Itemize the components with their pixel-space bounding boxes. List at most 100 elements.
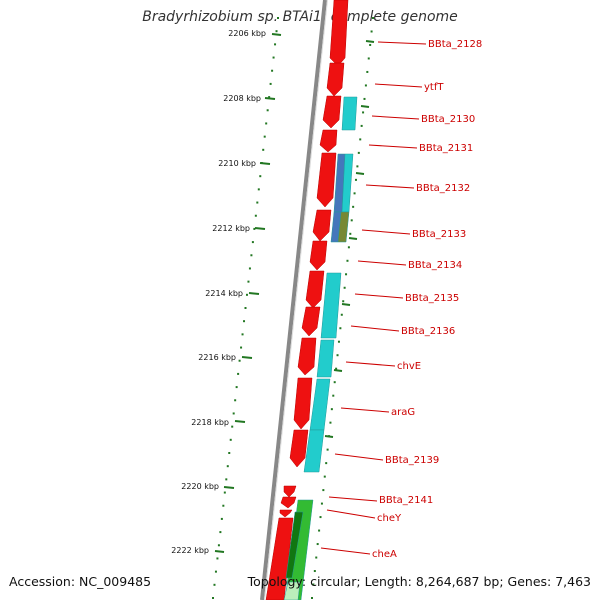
scale-dot xyxy=(353,192,356,195)
scale-dot xyxy=(271,69,274,72)
scale-dot xyxy=(362,111,365,114)
scale-dot xyxy=(372,17,374,19)
cog-feature xyxy=(337,211,350,243)
gene-label: BBta_2128 xyxy=(428,39,482,50)
scale-dot xyxy=(347,246,350,249)
cds-feature xyxy=(309,240,328,271)
scale-dot xyxy=(325,462,328,465)
cds-feature xyxy=(297,337,317,376)
scale-dot xyxy=(318,529,321,532)
tick-label: 2210 kbp xyxy=(218,159,256,168)
tick-labels: 2206 kbp 2208 kbp 2210 kbp 2212 kbp 2214… xyxy=(171,29,266,555)
tick-mark xyxy=(360,105,370,108)
map-title: Bradyrhizobium sp. BTAi1, complete genom… xyxy=(142,9,458,25)
scale-dot xyxy=(320,502,323,505)
scale-dot xyxy=(240,346,243,349)
tick-label: 2212 kbp xyxy=(212,224,250,233)
leader-line xyxy=(334,453,384,461)
tick-mark xyxy=(333,369,343,372)
scale-dot xyxy=(360,124,363,127)
tick-label: 2222 kbp xyxy=(171,546,209,555)
scale-dot xyxy=(222,504,225,507)
tick-mark xyxy=(248,292,260,295)
scale-dot xyxy=(343,286,346,289)
cog-track xyxy=(283,96,358,600)
cds-feature xyxy=(305,270,325,309)
scale-dot xyxy=(241,333,244,336)
scale-dot xyxy=(229,438,232,441)
leader-line xyxy=(320,547,371,555)
tick-mark xyxy=(341,303,351,306)
scale-dot xyxy=(214,570,217,573)
tick-mark xyxy=(348,237,358,240)
cds-feature xyxy=(265,517,294,600)
gene-label: cheY xyxy=(377,513,402,524)
forward-strand-cds xyxy=(265,0,349,600)
scale-dot xyxy=(329,421,332,424)
cog-feature xyxy=(303,429,325,473)
scale-dot xyxy=(339,327,342,330)
scale-dot xyxy=(237,372,240,375)
gene-labels: BBta_2128 ytfT BBta_2130 BBta_2131 BBta_… xyxy=(372,39,482,560)
scale-dot xyxy=(356,165,359,168)
scale-dot xyxy=(257,188,260,191)
cds-feature xyxy=(326,62,345,97)
scale-dot xyxy=(340,313,343,316)
scale-dot xyxy=(337,340,340,343)
cds-feature xyxy=(312,209,332,242)
cds-feature xyxy=(322,95,342,129)
scale-dot xyxy=(225,478,228,481)
scale-dot xyxy=(322,489,325,492)
scale-dot xyxy=(332,394,335,397)
cds-feature xyxy=(319,129,338,153)
leader-line xyxy=(368,144,418,149)
scale-dot xyxy=(223,491,226,494)
cog-feature xyxy=(341,96,358,131)
scale-dot xyxy=(349,232,352,235)
cds-feature xyxy=(329,0,349,67)
cds-feature xyxy=(279,509,293,518)
scale-dot xyxy=(313,570,316,573)
scale-dot xyxy=(216,557,219,560)
tick-mark xyxy=(234,420,246,423)
gene-label: BBta_2135 xyxy=(405,293,459,304)
scale-dot xyxy=(256,201,259,204)
scale-dot xyxy=(254,214,257,217)
scale-dot xyxy=(238,359,241,362)
scale-dot xyxy=(326,448,329,451)
tick-mark xyxy=(223,486,235,489)
scale-dot xyxy=(269,82,272,85)
cds-feature xyxy=(283,485,297,498)
scale-dot xyxy=(232,412,235,415)
scale-dot xyxy=(330,408,333,411)
leader-line xyxy=(340,407,390,413)
scale-dot xyxy=(319,516,322,519)
backbone-highlight xyxy=(264,0,328,600)
label-leaders xyxy=(320,41,427,555)
tick-label: 2218 kbp xyxy=(191,418,229,427)
tick-label: 2220 kbp xyxy=(181,482,219,491)
scale-dot xyxy=(335,367,338,370)
scale-dot xyxy=(336,354,339,357)
scale-dot xyxy=(213,583,216,586)
scale-dot xyxy=(231,425,234,428)
scale-dot xyxy=(248,267,251,270)
leader-line xyxy=(326,509,376,519)
scale-dot xyxy=(251,241,254,244)
leader-line xyxy=(328,496,378,502)
leader-line xyxy=(365,184,415,189)
scale-dot xyxy=(354,178,357,181)
gene-label: BBta_2132 xyxy=(416,183,470,194)
tick-mark xyxy=(254,227,266,230)
leader-line xyxy=(350,325,400,332)
gene-label: BBta_2139 xyxy=(385,455,439,466)
scale-dot xyxy=(250,254,253,257)
outer-ticks xyxy=(324,40,375,438)
cds-feature xyxy=(316,152,337,208)
scale-dot xyxy=(268,96,271,99)
gene-label: BBta_2131 xyxy=(419,143,473,154)
tick-label: 2206 kbp xyxy=(228,29,266,38)
scale-dot xyxy=(346,259,349,262)
cog-feature xyxy=(283,581,301,600)
